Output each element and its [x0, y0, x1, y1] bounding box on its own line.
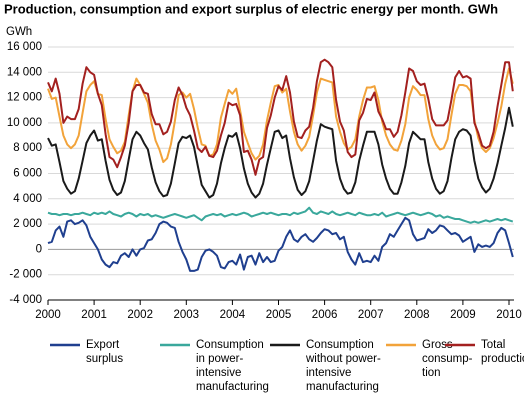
legend-label-line: without power- [305, 353, 381, 365]
x-tick-label: 2000 [35, 309, 61, 321]
x-tick-label: 2007 [358, 309, 384, 321]
x-tick-label: 2010 [496, 309, 522, 321]
legend-label: Consumption in power-intensive manufacturi… [196, 339, 269, 393]
legend-label-line: manufacturing [196, 381, 269, 393]
y-tick-label: 4 000 [13, 193, 42, 205]
x-tick-label: 2002 [127, 309, 153, 321]
x-tick-label: 2003 [174, 309, 200, 321]
x-tick-label: 2001 [81, 309, 107, 321]
legend-label-line: intensive [306, 367, 351, 379]
legend-label: Export surplus [86, 339, 123, 365]
y-axis-unit: GWh [6, 26, 32, 38]
y-tick-label: 6 000 [13, 168, 42, 180]
series-line [47, 216, 514, 272]
legend-label-line: manufacturing [306, 381, 379, 393]
x-tick-label: 2004 [220, 309, 246, 321]
y-tick-label: -4 000 [9, 294, 42, 306]
legend-label-line: surplus [86, 353, 123, 365]
legend-label-line: Export [86, 339, 120, 351]
legend-label-line: in power- [196, 353, 243, 365]
y-tick-label: -2 000 [9, 269, 42, 281]
x-tick-label: 2008 [404, 309, 430, 321]
legend-label-line: tion [422, 367, 441, 379]
legend-label-line: Consumption [196, 339, 264, 351]
y-tick-label: 0 [36, 243, 42, 255]
legend-label-line: consump- [422, 353, 473, 365]
x-tick-label: 2006 [312, 309, 338, 321]
legend-label-line: production [481, 353, 524, 365]
legend: Export surplus Consumption in power-intensi… [50, 339, 524, 393]
series-line [47, 206, 514, 224]
x-tick-label: 2005 [266, 309, 292, 321]
legend-label: Consumption without power-intensive manufa… [305, 339, 381, 393]
y-tick-label: 14 000 [7, 66, 42, 78]
legend-label-line: Gross [422, 339, 453, 351]
y-tick-label: 10 000 [7, 117, 42, 129]
legend-label-line: intensive [196, 367, 241, 379]
legend-label: Gross consump-tion [422, 339, 473, 379]
legend-label-line: Consumption [306, 339, 374, 351]
y-tick-label: 8 000 [13, 142, 42, 154]
x-tick-label: 2009 [450, 309, 476, 321]
series-line [47, 106, 514, 199]
series-line [47, 58, 514, 176]
y-tick-label: 12 000 [7, 92, 42, 104]
chart-title: Production, consumption and export surpl… [4, 1, 498, 16]
legend-label: Total production [481, 339, 524, 365]
y-tick-label: 16 000 [7, 41, 42, 53]
y-tick-label: 2 000 [13, 218, 42, 230]
plot [47, 58, 514, 272]
legend-label-line: Total [481, 339, 505, 351]
